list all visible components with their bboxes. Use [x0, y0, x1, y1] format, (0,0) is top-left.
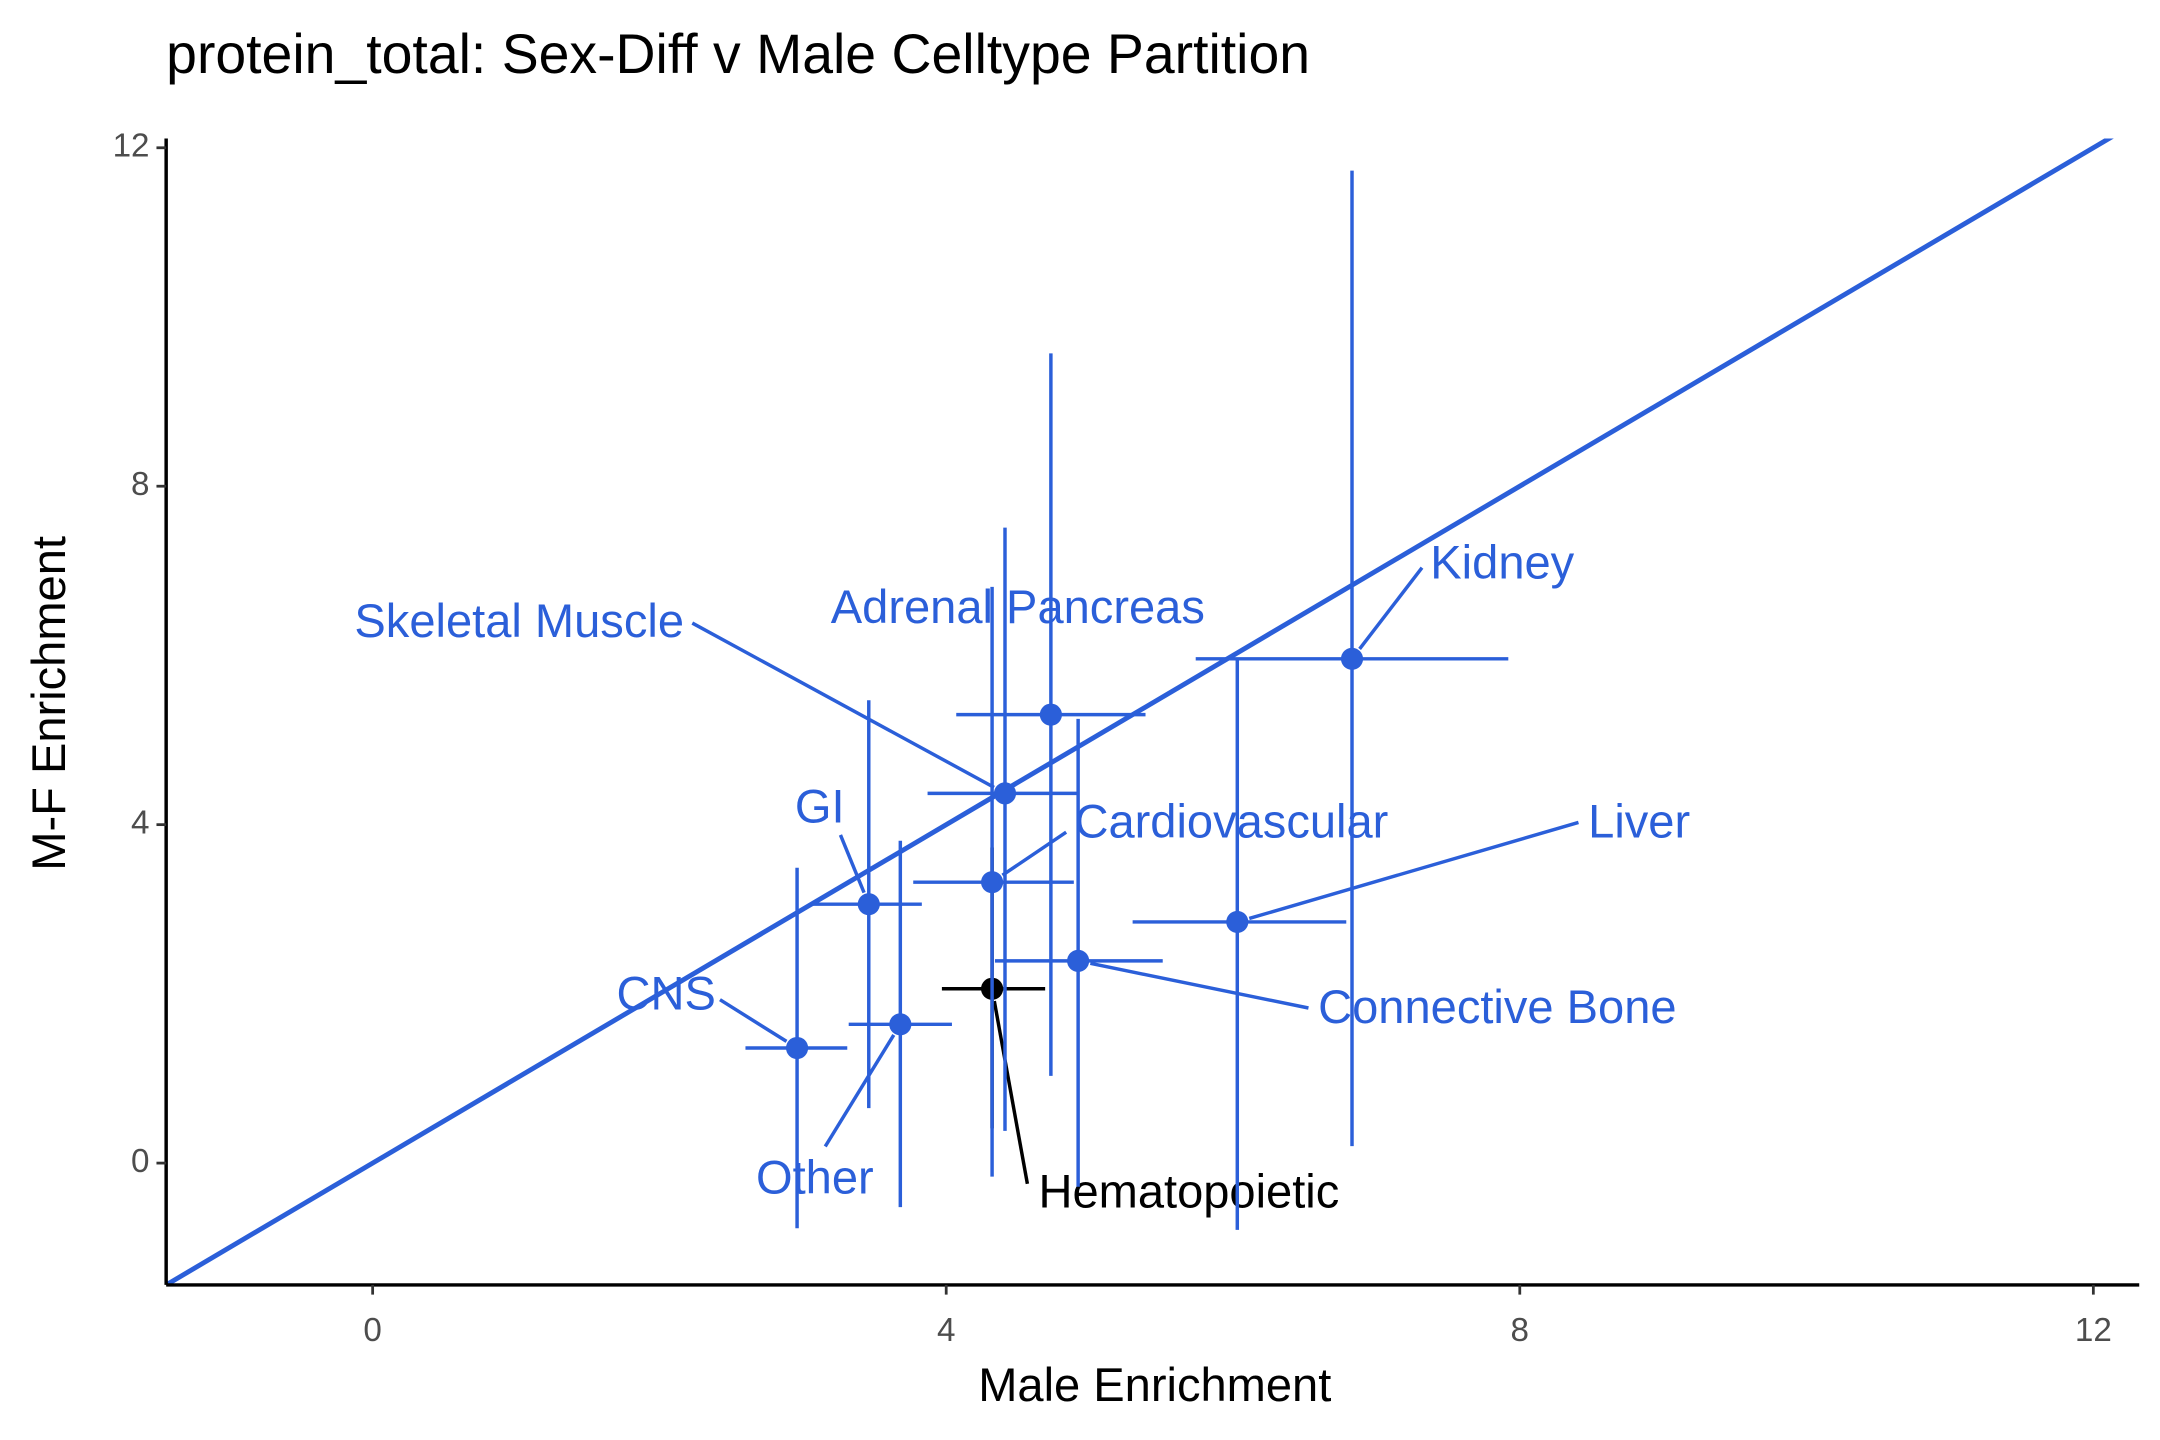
point-label: Adrenal Pancreas — [831, 580, 1205, 633]
point-label: CNS — [616, 966, 715, 1019]
y-tick-label: 8 — [131, 466, 149, 503]
point — [1226, 910, 1249, 934]
y-axis-title: M-F Enrichment — [22, 536, 75, 871]
point — [1340, 647, 1364, 670]
label-leader — [1248, 820, 1579, 921]
point-label: Other — [756, 1151, 874, 1204]
point-label: Connective Bone — [1318, 980, 1676, 1033]
y-tick-label: 4 — [131, 804, 149, 841]
label-leader — [823, 1034, 896, 1148]
point — [857, 893, 880, 916]
x-axis-title: Male Enrichment — [978, 1358, 1331, 1411]
point-label: Kidney — [1430, 536, 1574, 589]
x-tick-label: 0 — [363, 1312, 381, 1349]
plot-area — [166, 138, 2114, 1285]
point-label: Cardiovascular — [1074, 795, 1388, 848]
point — [981, 871, 1004, 894]
label-leader — [1001, 830, 1068, 877]
point — [786, 1036, 809, 1060]
point-label: Skeletal Muscle — [354, 594, 684, 647]
x-tick-label: 8 — [1511, 1312, 1529, 1349]
point-label: Liver — [1588, 795, 1690, 848]
point-label: Hematopoietic — [1038, 1164, 1339, 1217]
label-leader — [838, 834, 866, 894]
y-tick-label: 12 — [113, 128, 150, 165]
point — [1067, 949, 1090, 972]
point — [889, 1013, 912, 1036]
x-tick-label: 12 — [2075, 1312, 2112, 1349]
label-leader — [691, 621, 995, 789]
point — [1039, 703, 1062, 726]
chart-title: protein_total: Sex-Diff v Male Celltype … — [166, 23, 1310, 85]
label-leader — [1358, 566, 1424, 650]
point-label: GI — [795, 779, 845, 832]
point — [993, 782, 1017, 805]
reference-line — [166, 138, 2114, 1285]
y-tick-label: 0 — [131, 1143, 149, 1180]
x-tick-label: 4 — [937, 1312, 955, 1349]
label-leader — [992, 1000, 1030, 1185]
label-leader — [1089, 961, 1309, 1010]
label-leader — [719, 998, 788, 1043]
